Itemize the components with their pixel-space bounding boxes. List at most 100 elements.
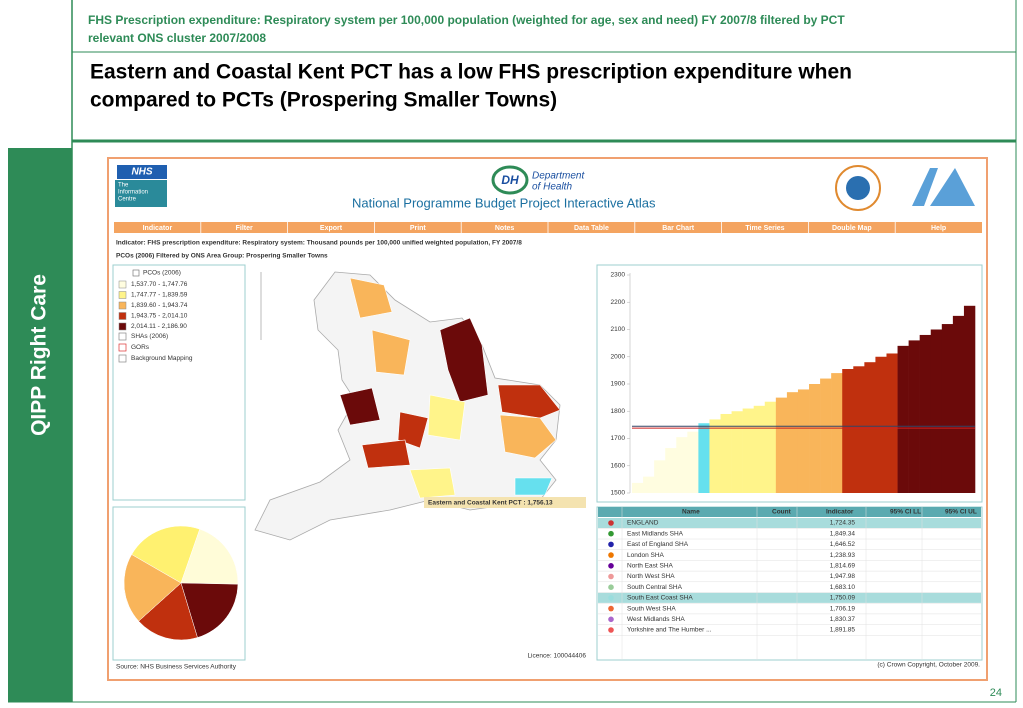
- bar: [698, 423, 710, 493]
- pie-slice: [131, 525, 201, 584]
- legend-label: 2,014.11 - 2,186.90: [131, 323, 187, 330]
- bar: [864, 362, 876, 493]
- bar: [775, 397, 788, 493]
- column-header[interactable]: 95% CI LL: [890, 509, 921, 516]
- pie-slice: [138, 582, 198, 641]
- row-indicator: 1,849.34: [830, 530, 856, 537]
- bar-chart: 1500 1600 1700 1800 1900 2000 2100 2200 2300: [611, 272, 976, 497]
- y-tick-label: 2100: [611, 326, 626, 333]
- legend-swatch: [118, 322, 127, 331]
- bar: [930, 329, 943, 493]
- row-indicator: 1,814.69: [830, 563, 856, 570]
- row-dot: [608, 627, 614, 633]
- row-name: East of England SHA: [627, 541, 689, 548]
- map-region: [497, 384, 561, 419]
- menu-item[interactable]: Indicator: [143, 225, 173, 232]
- pie-chart: [123, 525, 239, 641]
- bar: [676, 437, 688, 493]
- row-dot: [608, 552, 614, 558]
- menu-item[interactable]: Filter: [236, 225, 253, 232]
- legend-label: 1,747.77 - 1,839.59: [131, 292, 188, 299]
- column-header[interactable]: Name: [682, 509, 700, 516]
- bar: [963, 305, 976, 493]
- bar: [897, 345, 909, 493]
- nhs-logo-text: NHS: [131, 167, 152, 178]
- row-indicator: 1,750.09: [830, 595, 856, 602]
- map-region: [409, 467, 456, 499]
- row-dot: [608, 573, 614, 580]
- row-name: North West SHA: [627, 573, 675, 580]
- map-region: [427, 394, 466, 441]
- side-band: [8, 148, 72, 702]
- row-indicator: 1,830.37: [830, 616, 856, 623]
- row-indicator: 1,947.98: [830, 573, 856, 580]
- map-region: [339, 387, 381, 426]
- side-label: QIPP Right Care: [28, 274, 51, 436]
- page-number: 24: [990, 687, 1002, 699]
- table-header: [598, 507, 981, 517]
- legend-label: 1,839.60 - 1,943.74: [131, 302, 188, 309]
- checkbox[interactable]: [118, 343, 127, 352]
- row-indicator: 1,683.10: [830, 584, 856, 591]
- bar: [919, 334, 932, 493]
- menu-item[interactable]: Double Map: [832, 225, 872, 232]
- data-table: Name Count Indicator 95% CI LL 95% CI UL ENGL…: [598, 507, 981, 660]
- bar: [753, 405, 766, 493]
- legend: 1,537.70 - 1,747.76 1,747.77 - 1,839.59 1,…: [118, 280, 193, 363]
- menu-item[interactable]: Bar Chart: [662, 225, 695, 232]
- row-dot: [608, 563, 614, 569]
- checkbox[interactable]: [132, 269, 140, 277]
- map-region: [439, 317, 489, 403]
- checkbox[interactable]: [118, 332, 127, 341]
- row-name: Yorkshire and The Humber ...: [627, 627, 712, 634]
- layer-label: Background Mapping: [131, 355, 193, 362]
- bar: [654, 460, 666, 493]
- menu: Indicator Filter Export Print Notes Data Tabl…: [143, 222, 946, 233]
- menu-item[interactable]: Help: [931, 225, 946, 232]
- row-name: West Midlands SHA: [627, 616, 685, 623]
- y-tick-label: 1800: [611, 408, 626, 415]
- row-name: South West SHA: [627, 605, 676, 612]
- row-indicator: 1,706.19: [830, 605, 856, 612]
- row-name: South East Coast SHA: [627, 595, 693, 602]
- copyright: (c) Crown Copyright, October 2009.: [877, 662, 980, 669]
- menu-item[interactable]: Data Table: [574, 225, 609, 232]
- indicator-text: Indicator: FHS prescription expenditure:…: [116, 240, 522, 247]
- bar: [886, 353, 898, 493]
- subtitle: relevant ONS cluster 2007/2008: [88, 31, 266, 45]
- layer-label: SHAs (2006): [131, 333, 168, 340]
- subtitle: FHS Prescription expenditure: Respirator…: [88, 13, 845, 27]
- bar: [809, 384, 821, 493]
- y-tick-label: 1500: [611, 490, 626, 497]
- legend-swatch: [118, 280, 127, 289]
- bar: [952, 315, 965, 493]
- bar: [632, 482, 644, 493]
- bar: [665, 448, 677, 493]
- map-label: Eastern and Coastal Kent PCT : 1,756.13: [428, 500, 553, 507]
- menu-item[interactable]: Export: [320, 225, 343, 232]
- bar: [643, 476, 655, 493]
- dh-logo: [491, 165, 529, 195]
- y-tick-label: 2000: [611, 353, 626, 360]
- bar: [853, 366, 865, 493]
- dept-text: Department: [532, 171, 585, 182]
- row-indicator: 1,238.93: [830, 552, 856, 559]
- legend-swatch: [118, 312, 127, 320]
- map-region: [349, 277, 393, 319]
- column-header[interactable]: Count: [772, 509, 792, 516]
- bar: [786, 392, 799, 493]
- checkbox[interactable]: [118, 354, 127, 363]
- legend-label: 1,943.75 - 2,014.10: [131, 313, 188, 320]
- atlas-title: National Programme Budget Project Intera…: [352, 195, 656, 210]
- column-header[interactable]: Indicator: [826, 509, 854, 516]
- bar: [709, 419, 721, 493]
- menu-item[interactable]: Print: [410, 225, 427, 232]
- legend-panel: [112, 264, 246, 501]
- menu-item[interactable]: Time Series: [745, 225, 784, 232]
- row-indicator: 1,891.85: [830, 627, 856, 634]
- column-header[interactable]: 95% CI UL: [945, 509, 977, 516]
- pie-slice: [123, 554, 182, 622]
- table-panel: [596, 506, 983, 661]
- menu-item[interactable]: Notes: [495, 225, 515, 232]
